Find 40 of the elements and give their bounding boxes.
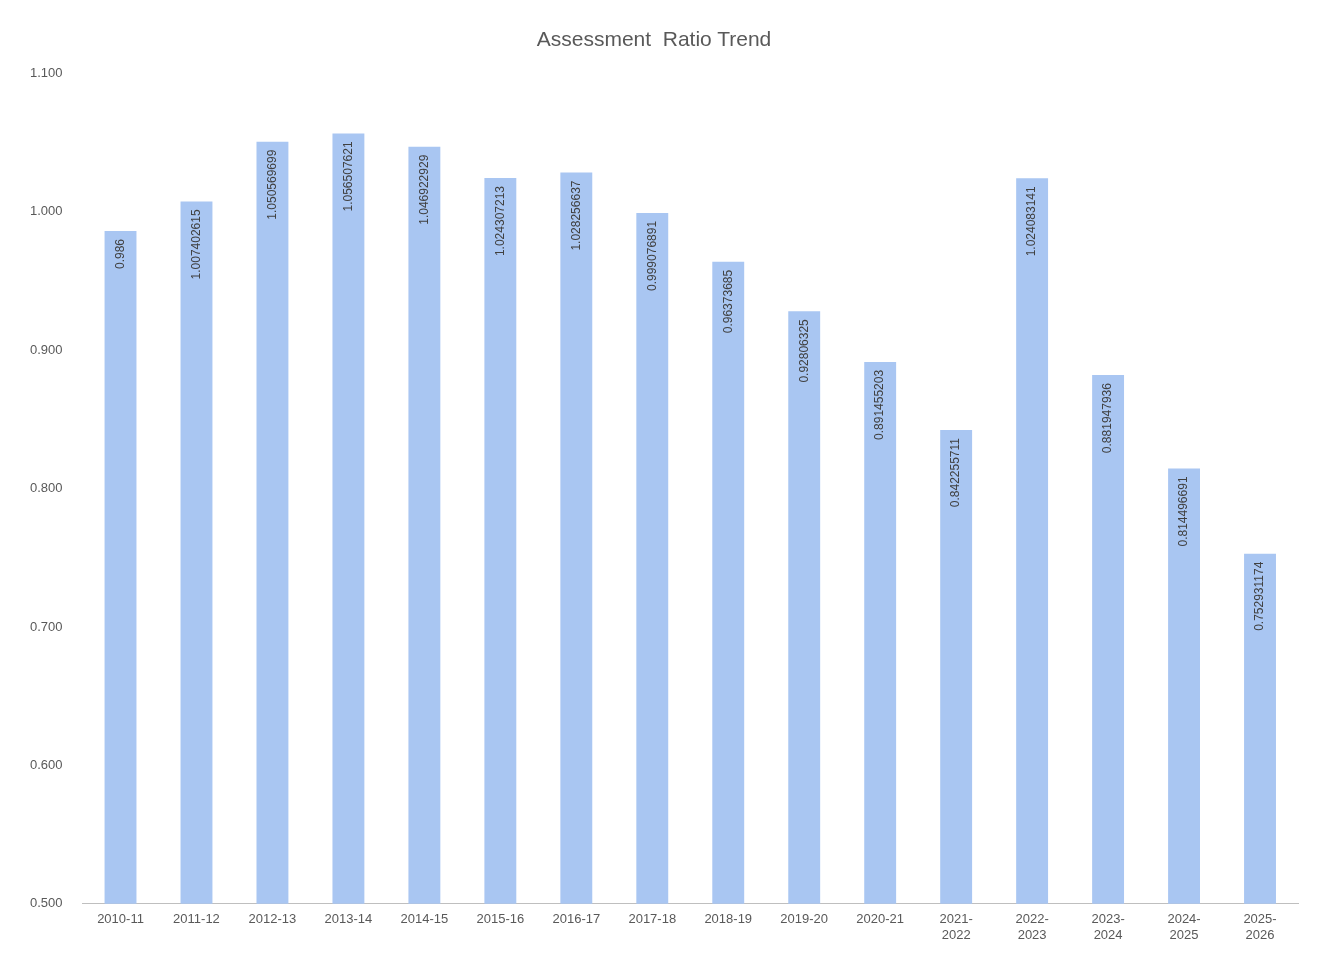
y-tick-label: 1.000 — [29, 203, 63, 219]
y-tick-label: 1.100 — [29, 64, 63, 80]
data-label: 1.024307213 — [492, 185, 507, 257]
data-label: 0.999076891 — [644, 220, 659, 291]
data-label: 0.842255711 — [948, 437, 963, 508]
data-label: 0.881947936 — [1100, 382, 1115, 454]
x-tick-label: 2016-17 — [552, 911, 601, 927]
x-tick-label: 2021-2022 — [939, 911, 973, 942]
y-tick-label: 0.900 — [29, 341, 63, 357]
x-tick-label: 2025-2026 — [1243, 911, 1277, 942]
data-label: 0.891455203 — [872, 369, 887, 440]
x-tick-label: 2024-2025 — [1167, 911, 1201, 942]
x-tick-label: 2023-2024 — [1091, 911, 1125, 942]
y-tick-label: 0.500 — [29, 895, 63, 911]
x-tick-label: 2015-16 — [476, 911, 525, 927]
x-tick-label: 2013-14 — [324, 911, 373, 927]
data-label: 1.024083141 — [1024, 185, 1039, 257]
data-label: 0.92806325 — [796, 318, 811, 383]
x-tick-label: 2022-2023 — [1015, 911, 1049, 942]
data-label: 0.814496691 — [1176, 476, 1191, 547]
x-tick-label: 2011-12 — [173, 911, 220, 927]
y-tick-label: 0.700 — [29, 618, 63, 634]
data-label: 1.046922929 — [416, 154, 431, 225]
data-label: 0.752931174 — [1252, 561, 1267, 631]
data-label: 0.986 — [112, 238, 127, 270]
data-label: 1.007402615 — [188, 209, 203, 280]
data-label: 1.028256637 — [568, 180, 583, 251]
data-label: 0.96373685 — [720, 269, 735, 334]
x-tick-label: 2014-15 — [400, 911, 449, 927]
x-tick-label: 2012-13 — [248, 911, 297, 927]
x-tick-label: 2019-20 — [780, 911, 829, 927]
y-tick-label: 0.800 — [29, 480, 63, 496]
x-tick-label: 2020-21 — [856, 911, 905, 927]
data-label: 1.056507621 — [340, 141, 355, 212]
x-tick-label: 2017-18 — [628, 911, 677, 927]
chart-title: Assessment Ratio Trend — [536, 27, 772, 51]
data-label: 1.050569699 — [264, 149, 279, 220]
y-tick-label: 0.600 — [29, 756, 63, 772]
x-tick-label: 2018-19 — [704, 911, 753, 927]
x-tick-label: 2010-11 — [97, 911, 144, 927]
